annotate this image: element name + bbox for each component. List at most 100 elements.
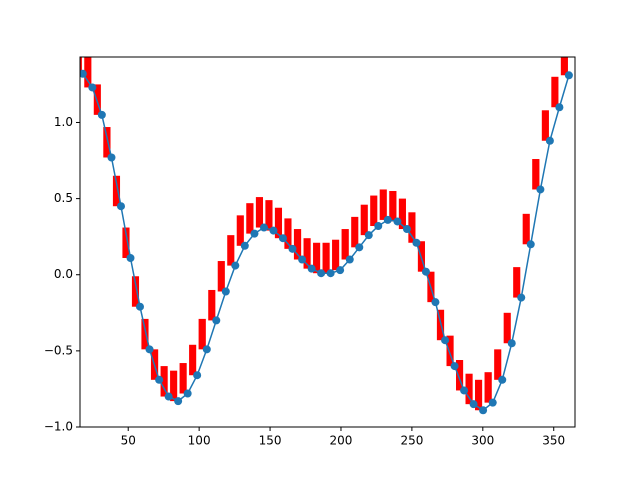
marker — [88, 83, 97, 92]
marker — [326, 269, 335, 278]
bar — [284, 218, 292, 249]
x-tick-label: 100 — [188, 434, 211, 448]
marker — [317, 269, 326, 278]
bar — [494, 349, 502, 380]
bar — [484, 372, 492, 403]
marker — [555, 103, 564, 112]
bar — [503, 312, 511, 344]
marker — [469, 400, 478, 409]
marker — [460, 386, 469, 395]
marker — [517, 293, 526, 302]
marker — [135, 302, 144, 311]
bar — [293, 229, 302, 260]
marker — [383, 215, 392, 224]
bar — [532, 159, 540, 190]
bar — [379, 189, 387, 220]
bar — [560, 57, 568, 76]
bar — [265, 200, 273, 231]
x-tick-label: 150 — [259, 434, 282, 448]
bar — [112, 175, 121, 207]
marker — [202, 345, 211, 354]
marker — [545, 136, 554, 145]
bar — [131, 276, 140, 307]
bar — [274, 207, 283, 239]
marker — [507, 339, 516, 348]
bar — [541, 110, 549, 141]
marker — [174, 397, 183, 406]
y-tick-label: 0.0 — [54, 267, 73, 281]
marker — [221, 287, 230, 296]
marker — [564, 71, 573, 80]
x-tick-label: 50 — [121, 434, 136, 448]
bar — [446, 335, 454, 367]
marker — [269, 226, 278, 235]
marker — [145, 345, 154, 354]
axes-frame — [79, 56, 576, 428]
bar — [332, 239, 340, 271]
marker — [193, 371, 202, 380]
marker — [498, 375, 507, 384]
bar — [141, 318, 149, 350]
bar — [370, 195, 378, 227]
marker — [374, 222, 383, 231]
y-tick-label: 1.0 — [54, 115, 73, 129]
marker — [364, 231, 373, 240]
plot-area — [80, 57, 573, 415]
marker — [402, 225, 411, 234]
marker — [450, 362, 459, 371]
bar — [217, 261, 225, 292]
marker — [393, 217, 402, 226]
bar — [465, 373, 473, 405]
bar — [398, 198, 406, 230]
bar — [313, 242, 321, 274]
marker — [212, 316, 221, 325]
bar — [236, 215, 244, 246]
marker — [536, 185, 545, 194]
bar — [351, 216, 359, 248]
bar — [179, 363, 187, 394]
marker — [164, 392, 173, 401]
axes: 50 100 150 200 250 300 350 −1.0 −0.5 0.0 0.5 1.0 — [44, 115, 565, 448]
bar — [341, 229, 349, 260]
bar — [198, 318, 206, 350]
marker — [345, 255, 354, 264]
marker — [431, 298, 440, 307]
marker — [288, 244, 297, 253]
marker — [526, 240, 535, 249]
marker — [107, 153, 116, 162]
marker — [97, 110, 106, 119]
bar — [513, 267, 521, 298]
bar — [246, 203, 254, 234]
x-tick-label: 350 — [542, 434, 565, 448]
marker — [421, 267, 430, 276]
series-line — [82, 73, 570, 412]
bar — [551, 76, 559, 108]
bar — [227, 235, 235, 266]
marker — [298, 255, 307, 264]
bar — [208, 289, 216, 321]
y-tick-label: 0.5 — [54, 191, 73, 205]
marker — [250, 229, 259, 238]
bar — [103, 127, 111, 158]
marker — [231, 261, 240, 270]
marker — [259, 223, 268, 232]
bar — [522, 213, 530, 245]
bar — [189, 344, 197, 376]
bar — [122, 227, 130, 258]
bar — [160, 366, 168, 397]
marker — [412, 238, 421, 247]
bar — [170, 370, 178, 402]
marker — [80, 69, 87, 78]
marker — [183, 389, 192, 398]
marker — [355, 243, 364, 252]
marker — [479, 406, 488, 415]
marker — [240, 241, 249, 250]
bar — [408, 212, 416, 243]
bar — [255, 197, 264, 228]
bar — [389, 190, 397, 222]
x-tick-label: 200 — [330, 434, 353, 448]
marker — [307, 264, 316, 273]
marker — [155, 375, 164, 384]
marker — [278, 234, 287, 243]
